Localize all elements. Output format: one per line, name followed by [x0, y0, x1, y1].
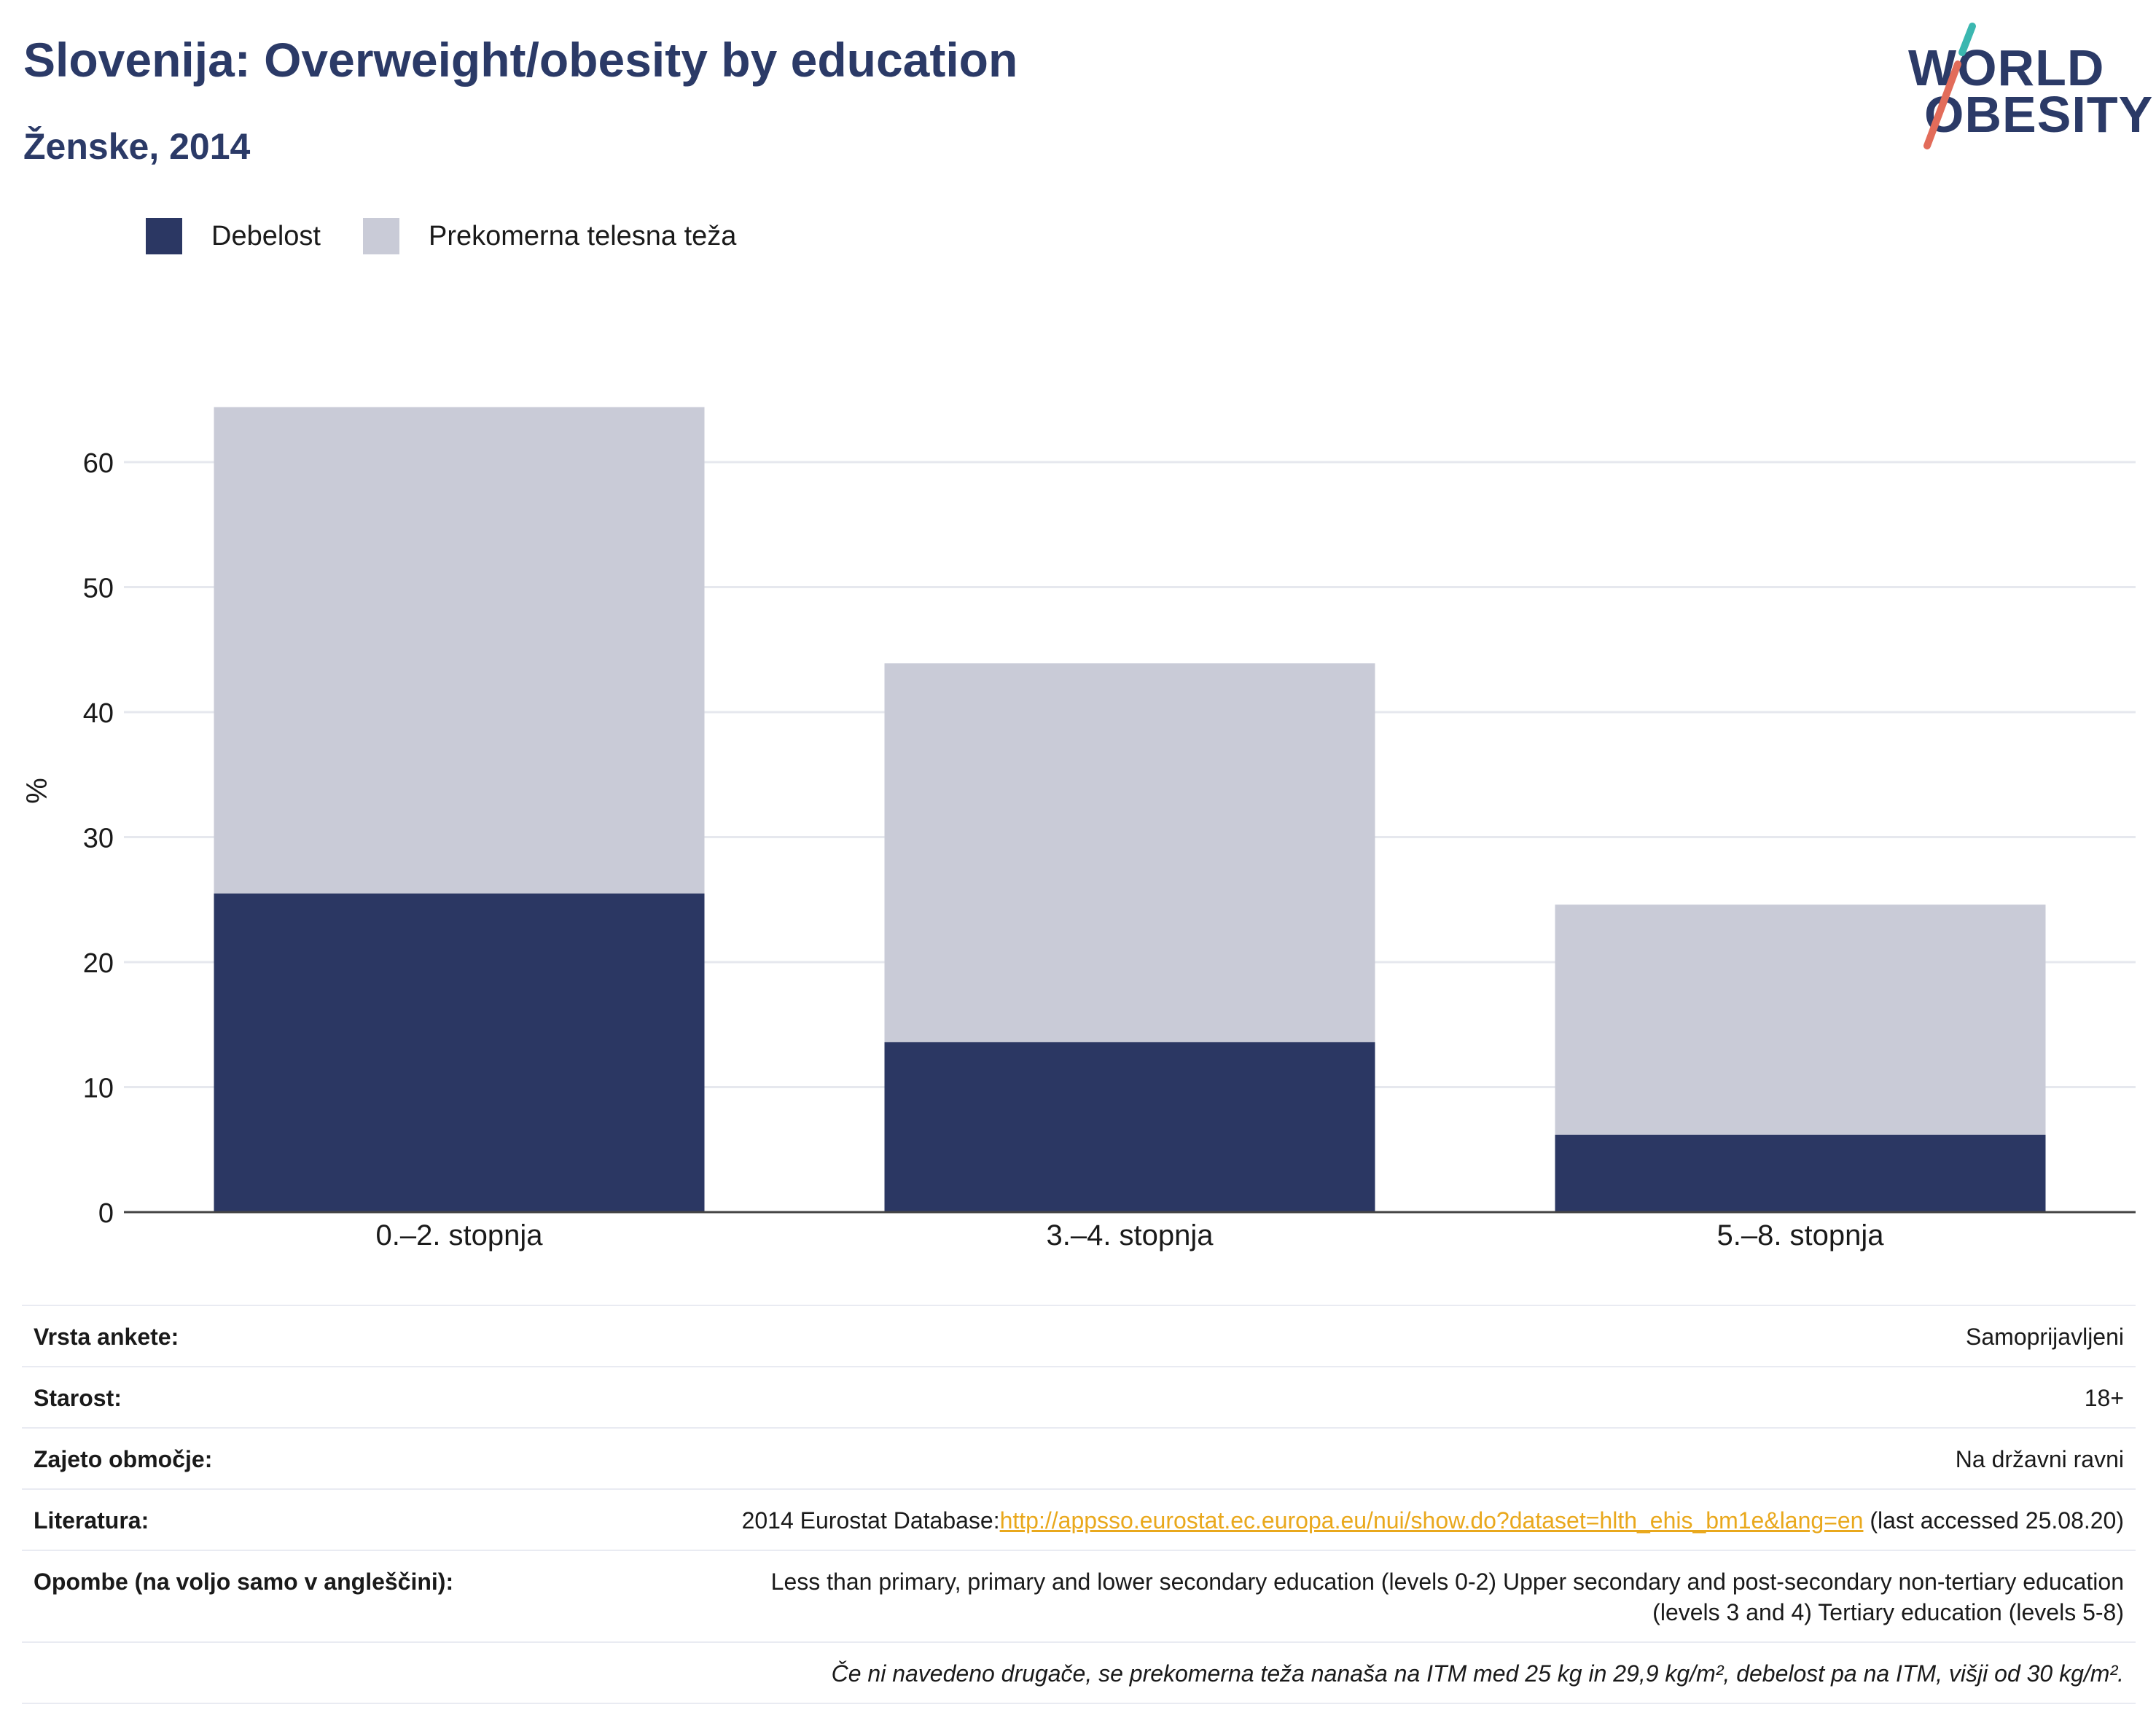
page-title: Slovenija: Overweight/obesity by educati…: [23, 33, 1018, 87]
bar-prekomerna-1: [214, 407, 705, 894]
bar-debelost-2: [884, 1042, 1375, 1212]
info-row-notes: Opombe (na voljo samo v angleščini): Les…: [22, 1551, 2136, 1643]
page-subtitle: Ženske, 2014: [23, 126, 251, 167]
x-tick-label-3: 5.–8. stopnja: [1716, 1219, 1884, 1251]
bar-prekomerna-2: [884, 663, 1375, 1042]
info-label-survey-type: Vrsta ankete:: [34, 1324, 179, 1350]
info-label-literature: Literatura:: [34, 1507, 149, 1534]
legend-label-prekomerna: Prekomerna telesna teža: [428, 220, 737, 251]
y-tick-label-0: 0: [98, 1198, 114, 1229]
info-label-age: Starost:: [34, 1385, 122, 1411]
info-row-age: Starost: 18+: [22, 1367, 2136, 1429]
legend-label-debelost: Debelost: [211, 220, 321, 251]
info-value-age: 18+: [2084, 1385, 2124, 1411]
logo-line-world: WORLD: [1908, 39, 2105, 96]
info-row-survey-type: Vrsta ankete: Samoprijavljeni: [22, 1306, 2136, 1367]
y-tick-label-40: 40: [83, 698, 114, 729]
info-row-literature: Literatura: 2014 Eurostat Database:http:…: [22, 1490, 2136, 1551]
bar-debelost-1: [214, 893, 705, 1212]
y-tick-label-20: 20: [83, 948, 114, 979]
x-tick-label-1: 0.–2. stopnja: [375, 1219, 543, 1251]
world-obesity-logo: WORLD OBESITY: [1902, 20, 2152, 152]
info-table: Vrsta ankete: Samoprijavljeni Starost: 1…: [22, 1305, 2136, 1704]
info-value-notes-line1: Less than primary, primary and lower sec…: [770, 1569, 2124, 1595]
literature-link[interactable]: http://appsso.eurostat.ec.europa.eu/nui/…: [999, 1507, 1864, 1534]
legend-item-debelost[interactable]: Debelost: [146, 218, 321, 254]
literature-prefix: 2014 Eurostat Database:: [741, 1507, 1000, 1534]
y-tick-label-30: 30: [83, 824, 114, 854]
bar-prekomerna-3: [1555, 905, 2046, 1135]
y-tick-label-60: 60: [83, 448, 114, 479]
info-row-area: Zajeto območje: Na državni ravni: [22, 1429, 2136, 1490]
legend-item-prekomerna[interactable]: Prekomerna telesna teža: [362, 218, 737, 254]
x-tick-label-2: 3.–4. stopnja: [1046, 1219, 1214, 1251]
info-value-area: Na državni ravni: [1955, 1446, 2124, 1472]
legend-swatch-prekomerna: [362, 218, 399, 254]
y-axis-label: %: [21, 778, 53, 804]
y-tick-label-50: 50: [83, 574, 114, 604]
chart-legend: Debelost Prekomerna telesna teža: [146, 216, 778, 257]
bar-debelost-3: [1555, 1134, 2046, 1212]
logo-line-obesity: OBESITY: [1924, 86, 2154, 143]
info-footnote: Če ni navedeno drugače, se prekomerna te…: [831, 1660, 2124, 1687]
legend-swatch-debelost: [146, 218, 182, 254]
info-row-footnote: Če ni navedeno drugače, se prekomerna te…: [22, 1643, 2136, 1704]
stacked-bar-chart: 0 10 20 30 40 50 60% 0.–2. stopnja 3.–4. stopnja…: [21, 407, 2136, 1251]
literature-suffix: (last accessed 25.08.20): [1863, 1507, 2124, 1534]
info-value-survey-type: Samoprijavljeni: [1966, 1324, 2124, 1350]
info-label-area: Zajeto območje:: [34, 1446, 213, 1472]
y-tick-label-10: 10: [83, 1074, 114, 1104]
logo-slash-icon: [1923, 23, 1976, 149]
info-value-literature: 2014 Eurostat Database:http://appsso.eur…: [742, 1507, 2124, 1534]
info-label-notes: Opombe (na voljo samo v angleščini):: [34, 1569, 454, 1595]
info-value-notes-line2: (levels 3 and 4) Tertiary education (lev…: [1652, 1599, 2124, 1625]
